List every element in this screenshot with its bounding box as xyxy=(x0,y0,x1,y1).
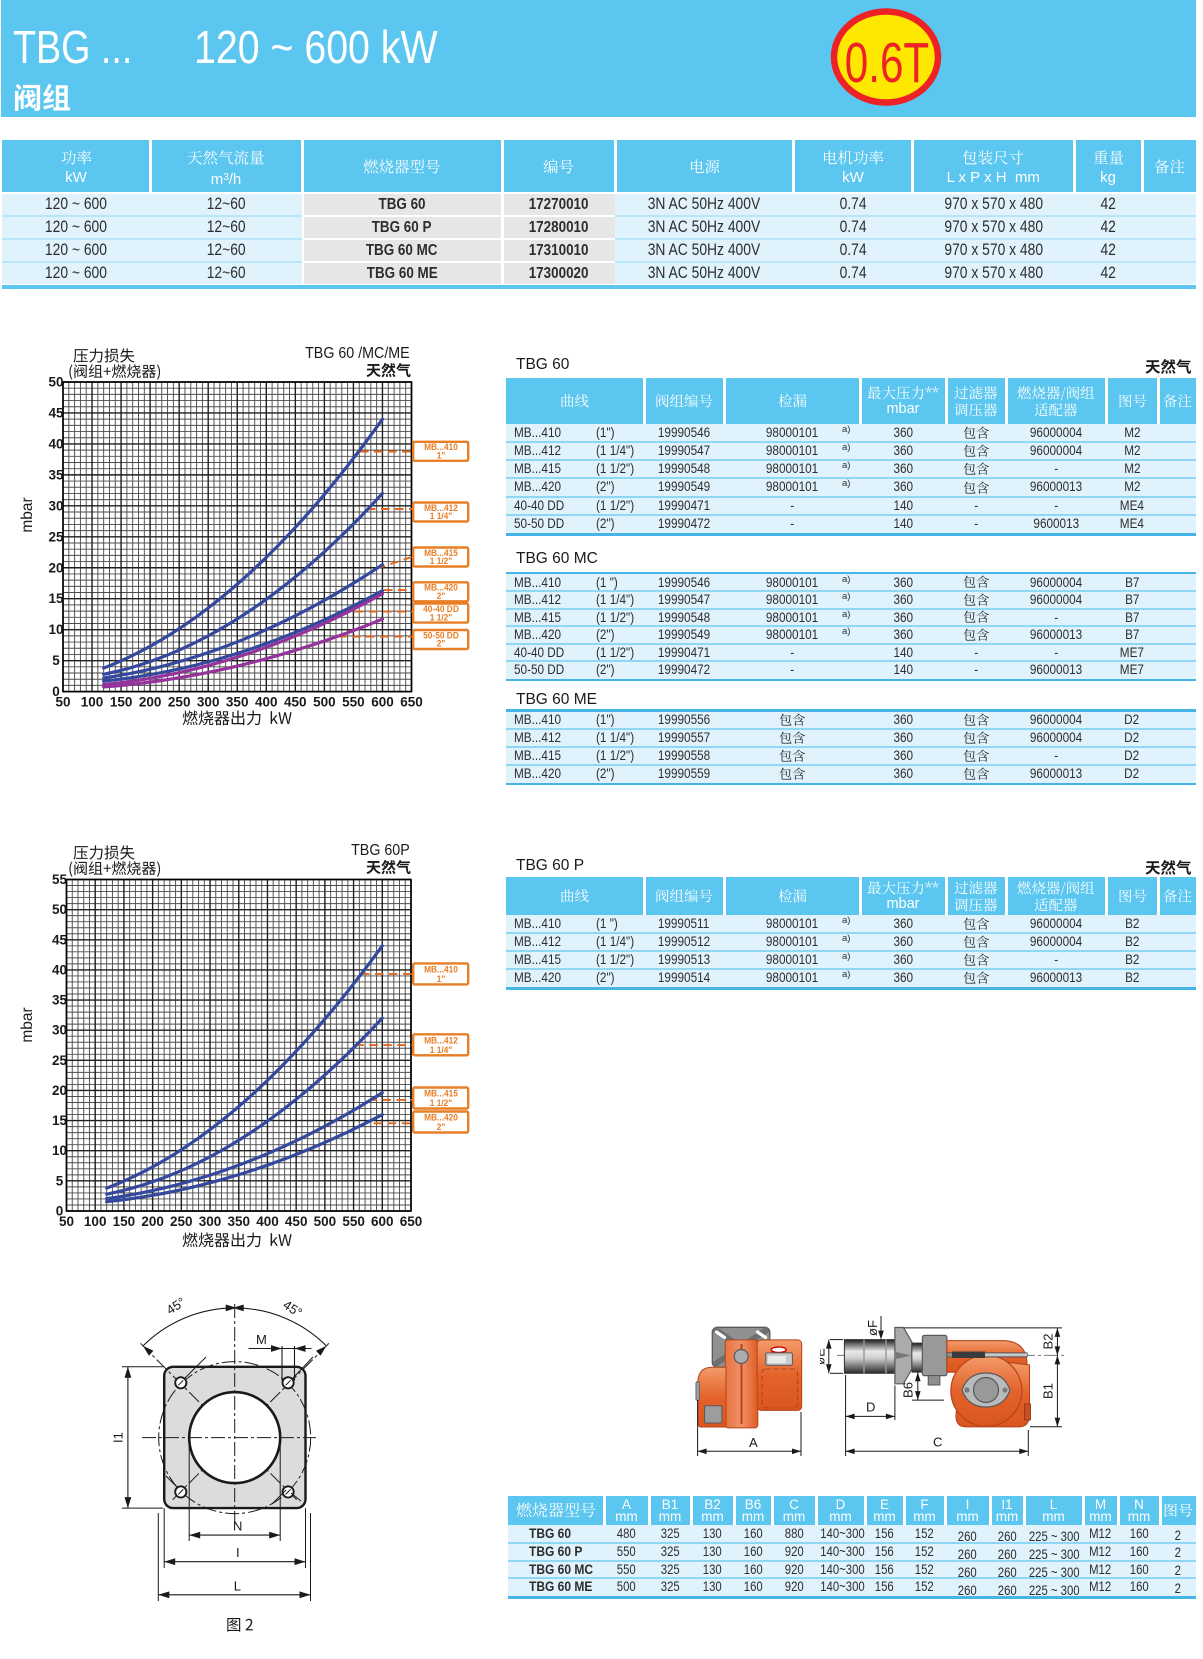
svg-text:C: C xyxy=(933,1435,942,1450)
svg-text:20: 20 xyxy=(52,1083,67,1098)
svg-text:35: 35 xyxy=(48,467,64,482)
svg-text:1 1/4": 1 1/4" xyxy=(430,511,453,522)
svg-text:250: 250 xyxy=(168,695,191,710)
svg-text:20: 20 xyxy=(48,560,63,575)
svg-text:M: M xyxy=(256,1332,267,1347)
svg-text:200: 200 xyxy=(141,1214,164,1229)
svg-text:10: 10 xyxy=(52,1143,67,1158)
svg-text:40: 40 xyxy=(48,436,63,451)
svg-text:650: 650 xyxy=(400,695,423,710)
svg-text:MB...420: MB...420 xyxy=(424,582,458,593)
svg-text:50: 50 xyxy=(48,375,63,390)
svg-text:450: 450 xyxy=(285,1214,308,1229)
svg-text:MB...420: MB...420 xyxy=(424,1112,458,1123)
svg-text:B6: B6 xyxy=(901,1382,916,1398)
svg-text:400: 400 xyxy=(255,695,278,710)
svg-text:45°: 45° xyxy=(163,1295,188,1318)
svg-text:300: 300 xyxy=(199,1214,222,1229)
svg-text:100: 100 xyxy=(81,695,104,710)
svg-text:I: I xyxy=(236,1545,240,1560)
svg-text:45°: 45° xyxy=(280,1297,305,1320)
svg-text:A: A xyxy=(749,1435,758,1450)
svg-text:30: 30 xyxy=(48,498,63,513)
svg-text:350: 350 xyxy=(228,1214,251,1229)
svg-text:I1: I1 xyxy=(111,1432,126,1443)
svg-text:400: 400 xyxy=(256,1214,279,1229)
svg-text:45: 45 xyxy=(52,932,68,947)
svg-text:55: 55 xyxy=(52,872,68,887)
svg-text:2": 2" xyxy=(437,1122,446,1133)
svg-text:50: 50 xyxy=(59,1214,74,1229)
svg-text:10: 10 xyxy=(48,622,63,637)
svg-text:550: 550 xyxy=(342,1214,365,1229)
svg-text:50: 50 xyxy=(55,695,70,710)
svg-text:50: 50 xyxy=(52,902,67,917)
svg-text:15: 15 xyxy=(48,591,64,606)
svg-text:40: 40 xyxy=(52,962,67,977)
svg-text:øE: øE xyxy=(820,1348,828,1365)
svg-text:MB...412: MB...412 xyxy=(424,502,458,513)
svg-text:250: 250 xyxy=(170,1214,193,1229)
svg-text:500: 500 xyxy=(314,1214,337,1229)
svg-text:B1: B1 xyxy=(1041,1383,1056,1399)
svg-text:2": 2" xyxy=(437,638,446,649)
svg-text:MB...412: MB...412 xyxy=(424,1035,458,1046)
svg-text:øF: øF xyxy=(865,1320,880,1336)
svg-text:30: 30 xyxy=(52,1023,67,1038)
svg-text:1": 1" xyxy=(437,450,446,461)
svg-text:1": 1" xyxy=(437,973,446,984)
svg-text:600: 600 xyxy=(371,695,394,710)
svg-text:650: 650 xyxy=(400,1214,423,1229)
svg-text:0: 0 xyxy=(52,684,60,699)
svg-text:550: 550 xyxy=(342,695,365,710)
svg-text:5: 5 xyxy=(52,653,60,668)
svg-text:100: 100 xyxy=(84,1214,107,1229)
svg-text:B2: B2 xyxy=(1041,1334,1056,1350)
svg-text:500: 500 xyxy=(313,695,336,710)
svg-text:1 1/2": 1 1/2" xyxy=(430,556,453,567)
svg-text:L: L xyxy=(234,1578,241,1593)
svg-text:45: 45 xyxy=(48,406,64,421)
svg-text:1 1/2": 1 1/2" xyxy=(430,1098,453,1109)
svg-text:MB...415: MB...415 xyxy=(424,1088,458,1099)
svg-text:MB...410: MB...410 xyxy=(424,442,458,453)
svg-text:150: 150 xyxy=(110,695,133,710)
svg-text:25: 25 xyxy=(52,1053,68,1068)
svg-text:15: 15 xyxy=(52,1113,68,1128)
svg-text:MB...415: MB...415 xyxy=(424,547,458,558)
svg-text:MB...410: MB...410 xyxy=(424,964,458,975)
svg-text:200: 200 xyxy=(139,695,162,710)
svg-text:50-50 DD: 50-50 DD xyxy=(423,630,459,641)
svg-text:2": 2" xyxy=(437,591,446,602)
svg-text:5: 5 xyxy=(56,1173,64,1188)
svg-text:D: D xyxy=(866,1400,875,1415)
svg-text:40-40 DD: 40-40 DD xyxy=(423,604,459,615)
svg-text:25: 25 xyxy=(48,529,64,544)
svg-text:35: 35 xyxy=(52,993,68,1008)
svg-text:300: 300 xyxy=(197,695,220,710)
svg-text:150: 150 xyxy=(113,1214,136,1229)
svg-text:600: 600 xyxy=(371,1214,394,1229)
svg-text:350: 350 xyxy=(226,695,249,710)
svg-text:N: N xyxy=(233,1519,242,1534)
svg-text:1 1/4": 1 1/4" xyxy=(430,1044,453,1055)
svg-text:0: 0 xyxy=(56,1204,64,1219)
svg-text:450: 450 xyxy=(284,695,307,710)
svg-text:1 1/2": 1 1/2" xyxy=(430,612,453,623)
svg-text:0.6T: 0.6T xyxy=(845,31,929,95)
